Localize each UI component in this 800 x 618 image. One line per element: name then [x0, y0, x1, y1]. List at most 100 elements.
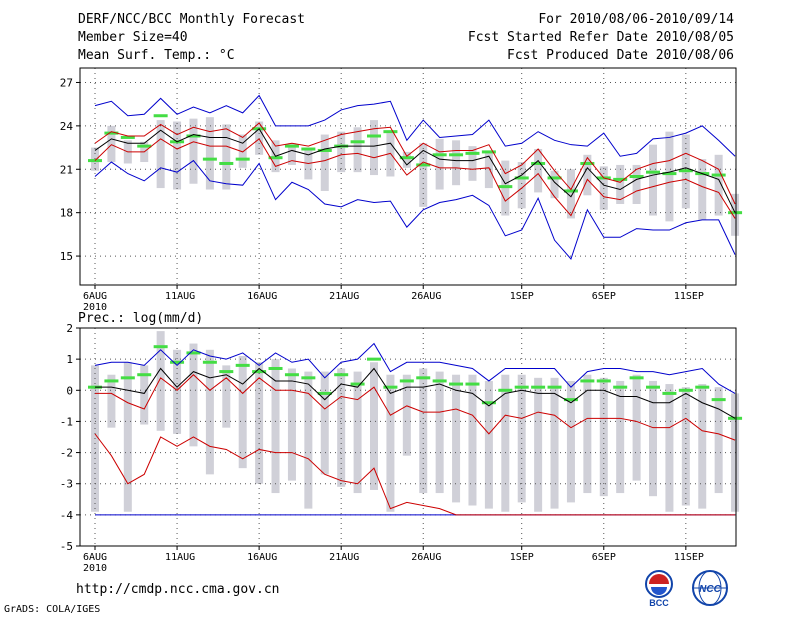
prec-ensemble-box — [714, 387, 723, 494]
bcc-logo-ring — [645, 570, 673, 598]
prec-spread_lower-line — [94, 433, 736, 516]
prec-median-mark — [104, 379, 119, 383]
temp-median-mark — [613, 177, 628, 181]
temp-median-mark — [498, 185, 513, 189]
prec-ensemble-box — [156, 331, 165, 431]
prec-ensemble-box — [681, 387, 690, 506]
prec-median-mark — [367, 357, 382, 361]
temp-median-mark — [646, 170, 661, 174]
temp-plot-frame — [79, 67, 737, 286]
member-size: Member Size=40 — [78, 30, 188, 45]
temp-median-mark — [711, 173, 726, 177]
prec-median-mark — [219, 370, 234, 374]
prec-ensemble-box — [616, 380, 625, 494]
prec-median-mark — [629, 376, 644, 380]
prec-y-tick-label: -1 — [60, 415, 73, 428]
forecast-start-date: Fcst Started Refer Date 2010/08/05 — [467, 30, 734, 45]
forecast-produced-date: Fcst Produced Date 2010/08/06 — [507, 48, 734, 63]
prec-median-mark — [235, 363, 250, 367]
prec-ensemble-box — [599, 377, 608, 497]
prec-median-mark — [711, 398, 726, 402]
temp-median-mark — [547, 176, 562, 180]
temp-ensemble-box — [419, 143, 428, 207]
forecast-period: For 2010/08/06-2010/09/14 — [538, 12, 734, 27]
temp-ensemble-box — [173, 121, 182, 190]
temp-ensemble-box — [156, 120, 165, 189]
temp-median-mark — [120, 135, 135, 139]
prec-x-tick-label: 16AUG — [247, 552, 277, 563]
temp-ensemble-box — [353, 127, 362, 173]
prec-ensemble-box — [320, 371, 329, 475]
prec-spread_upper-line — [95, 374, 736, 441]
prec-median-mark — [695, 385, 710, 389]
temp-x-tick-label: 11AUG — [165, 291, 195, 302]
prec-ensemble-box — [583, 374, 592, 494]
prec-median-mark — [350, 382, 365, 386]
prec-median-mark — [170, 360, 185, 364]
temp-ensemble-box — [189, 118, 198, 184]
prec-x-tick-label: 21AUG — [329, 552, 359, 563]
temp-ensemble-box — [337, 131, 346, 173]
prec-y-tick-label: -2 — [60, 447, 73, 460]
temp-x-tick-label: 6AUG — [83, 291, 107, 302]
prec-ensemble-box — [698, 384, 707, 509]
prec-y-tick-label: -5 — [60, 540, 73, 553]
temp-median-mark — [367, 134, 382, 138]
prec-ensemble-box — [484, 380, 493, 509]
temp-median-mark — [416, 163, 431, 167]
prec-ensemble-box — [189, 343, 198, 447]
temp-median-mark — [104, 131, 119, 135]
prec-ensemble-box — [566, 380, 575, 503]
prec-median-mark — [465, 382, 480, 386]
prec-median-mark — [383, 385, 398, 389]
temp-ensemble-box — [435, 138, 444, 190]
temp-ensemble-box — [287, 143, 296, 165]
temp-ensemble-box — [731, 193, 740, 236]
temp-ensemble-box — [665, 131, 674, 222]
prec-median-mark — [432, 379, 447, 383]
chart-title: DERF/NCC/BCC Monthly Forecast — [78, 12, 305, 27]
temp-median-mark — [432, 153, 447, 157]
prec-ensemble-box — [205, 349, 214, 475]
temp-ensemble-box — [566, 169, 575, 219]
prec-ensemble-box — [550, 377, 559, 509]
prec-x-tick-label: 6SEP — [592, 552, 616, 563]
grads-credit: GrADS: COLA/IGES — [4, 604, 101, 615]
temp-median-mark — [301, 147, 316, 151]
prec-plot-frame — [79, 327, 737, 547]
footer-url[interactable]: http://cmdp.ncc.cma.gov.cn — [76, 582, 280, 597]
temp-median-mark — [629, 175, 644, 178]
prec-x-tick-label: 11AUG — [165, 552, 195, 563]
prec-median-mark — [596, 379, 611, 383]
prec-median-mark — [120, 376, 135, 380]
temp-median-mark — [481, 150, 496, 154]
prec-median-mark — [481, 401, 496, 405]
prec-ensemble-box — [287, 368, 296, 481]
temp-x-tick-label: 26AUG — [411, 291, 441, 302]
temp-median-mark — [449, 153, 464, 157]
temp-ensemble-box — [714, 154, 723, 216]
prec-median-mark — [498, 388, 513, 392]
prec-ensemble-box — [649, 380, 658, 497]
prec-median-mark — [301, 376, 316, 380]
temp-ensemble-box — [320, 134, 329, 191]
temp-mean-line — [94, 127, 736, 213]
prec-ensemble-box — [370, 362, 379, 490]
prec-panel-label: Prec.: log(mm/d) — [78, 311, 203, 326]
temp-ensemble-box — [468, 146, 477, 181]
prec-ensemble-box — [534, 377, 543, 512]
prec-median-mark — [613, 385, 628, 389]
bcc-logo-text: BCC — [649, 598, 669, 608]
temp-median-mark — [235, 157, 250, 161]
prec-median-mark — [202, 360, 217, 364]
prec-median-mark — [449, 382, 464, 386]
temp-median-mark — [350, 140, 365, 144]
temp-median-mark — [563, 189, 578, 193]
prec-y-tick-label: -3 — [60, 478, 73, 491]
temp-y-tick-label: 24 — [60, 120, 74, 133]
temp-median-mark — [317, 148, 332, 152]
prec-x-tick-year: 2010 — [83, 563, 107, 574]
temp-median-mark — [186, 134, 201, 138]
